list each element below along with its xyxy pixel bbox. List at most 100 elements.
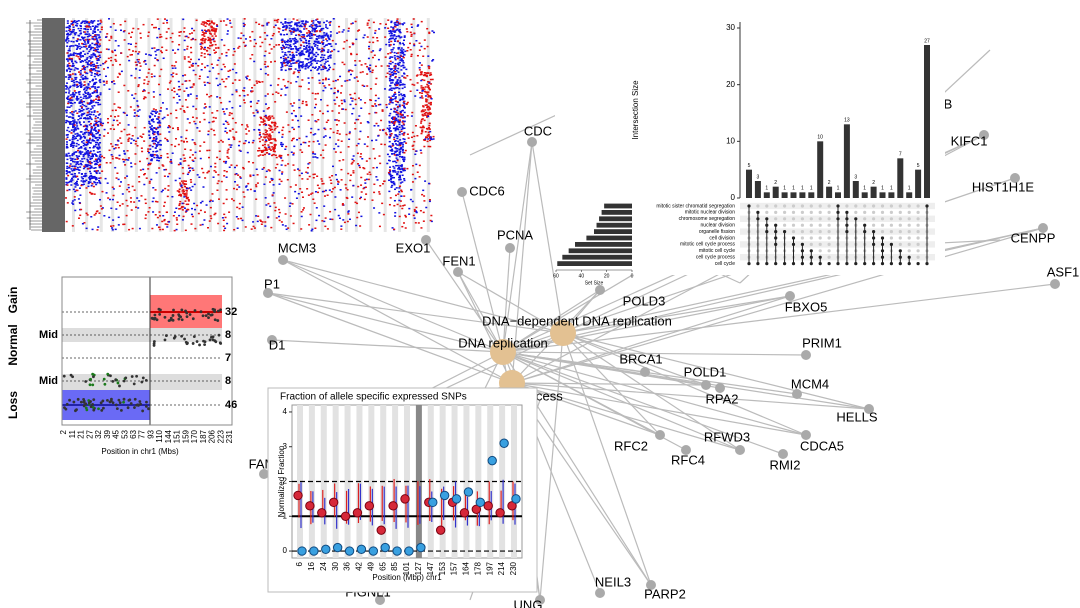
heatmap-cell (97, 101, 100, 104)
heatmap-cell (378, 225, 381, 228)
heatmap-cell (84, 129, 87, 131)
heatmap-cell (162, 57, 165, 60)
heatmap-cell (396, 203, 399, 206)
heatmap-cell (75, 48, 78, 50)
edge (562, 332, 652, 586)
heatmap-cell (87, 26, 90, 28)
heatmap-cell (390, 97, 393, 99)
heatmap-cell (397, 47, 400, 49)
heatmap-cell (296, 139, 299, 141)
heatmap-column (134, 18, 138, 232)
heatmap-cell (69, 101, 72, 104)
heatmap-cell (399, 84, 402, 86)
heatmap-cell (306, 44, 309, 47)
heatmap-cell (90, 100, 93, 103)
heatmap-cell (400, 141, 403, 144)
gene-label: PARP2 (644, 586, 686, 601)
heatmap-cell (69, 68, 72, 71)
heatmap-cell (122, 30, 125, 33)
heatmap-cell (389, 29, 392, 32)
heatmap-cell (420, 118, 423, 121)
heatmap-cell (165, 168, 168, 171)
heatmap-cell (103, 215, 106, 217)
heatmap-cell (66, 182, 69, 184)
heatmap-cell (424, 180, 427, 182)
heatmap-cell (396, 135, 399, 138)
heatmap-cell (76, 99, 79, 101)
heatmap-cell (85, 108, 88, 110)
heatmap-cell (96, 48, 99, 51)
heatmap-cell (388, 96, 391, 98)
heatmap-cell (225, 170, 228, 173)
heatmap-cell (70, 31, 73, 34)
heatmap-column (169, 18, 173, 232)
cnv-point (169, 318, 172, 322)
heatmap-cell (76, 149, 79, 152)
heatmap-cell (131, 31, 134, 34)
heatmap-cell (148, 145, 151, 147)
heatmap-cell (288, 40, 291, 43)
heatmap-cell (327, 49, 330, 51)
heatmap-cell (92, 21, 95, 23)
heatmap-cell (114, 49, 117, 52)
heatmap-cell (96, 116, 99, 119)
heatmap-cell (128, 137, 131, 139)
heatmap-cell (93, 135, 96, 138)
heatmap-cell (184, 148, 187, 150)
heatmap-cell (277, 44, 280, 46)
heatmap-cell (79, 160, 82, 162)
x-tick-label: 110 (155, 429, 164, 442)
heatmap-cell (68, 106, 71, 109)
heatmap-cell (74, 44, 77, 47)
heatmap-cell (399, 111, 402, 114)
heatmap-cell (98, 79, 101, 82)
heatmap-cell (72, 84, 75, 87)
heatmap-cell (229, 130, 232, 132)
heatmap-cell (325, 32, 328, 35)
heatmap-cell (94, 129, 97, 132)
heatmap-cell (307, 61, 310, 64)
heatmap-cell (259, 68, 262, 71)
heatmap-cell (88, 178, 91, 180)
heatmap-cell (396, 173, 399, 175)
heatmap-cell (118, 204, 121, 207)
heatmap-cell (143, 126, 146, 129)
heatmap-cell (91, 69, 94, 71)
heatmap-cell (115, 157, 118, 159)
heatmap-cell (89, 62, 92, 65)
heatmap-cell (78, 122, 81, 124)
heatmap-cell (90, 111, 93, 113)
heatmap-cell (84, 117, 87, 120)
heatmap-cell (71, 123, 74, 125)
heatmap-cell (86, 33, 89, 35)
heatmap-cell (188, 187, 191, 189)
heatmap-cell (82, 50, 85, 53)
heatmap-cell (264, 149, 267, 151)
heatmap-cell (275, 91, 278, 93)
heatmap-cell (415, 206, 418, 209)
heatmap-cell (99, 123, 102, 125)
heatmap-cell (324, 189, 327, 192)
heatmap-cell (96, 123, 99, 126)
heatmap-cell (282, 126, 285, 129)
heatmap-cell (70, 129, 73, 131)
heatmap-cell (182, 206, 185, 208)
heatmap-cell (284, 225, 287, 227)
heatmap-cell (79, 96, 82, 99)
heatmap-cell (399, 79, 402, 82)
heatmap-cell (68, 130, 71, 133)
heatmap-cell (87, 103, 90, 105)
heatmap-cell (269, 142, 272, 144)
heatmap-cell (298, 169, 301, 172)
heatmap-cell (391, 177, 394, 179)
heatmap-cell (280, 164, 283, 166)
heatmap-cell (395, 111, 398, 113)
heatmap-cell (156, 18, 159, 20)
heatmap-cell (113, 103, 116, 105)
heatmap-cell (342, 29, 345, 31)
heatmap-cell (261, 150, 264, 153)
heatmap-cell (95, 64, 98, 67)
heatmap-cell (398, 133, 401, 136)
heatmap-cell (226, 18, 229, 20)
heatmap-cell (96, 111, 99, 113)
